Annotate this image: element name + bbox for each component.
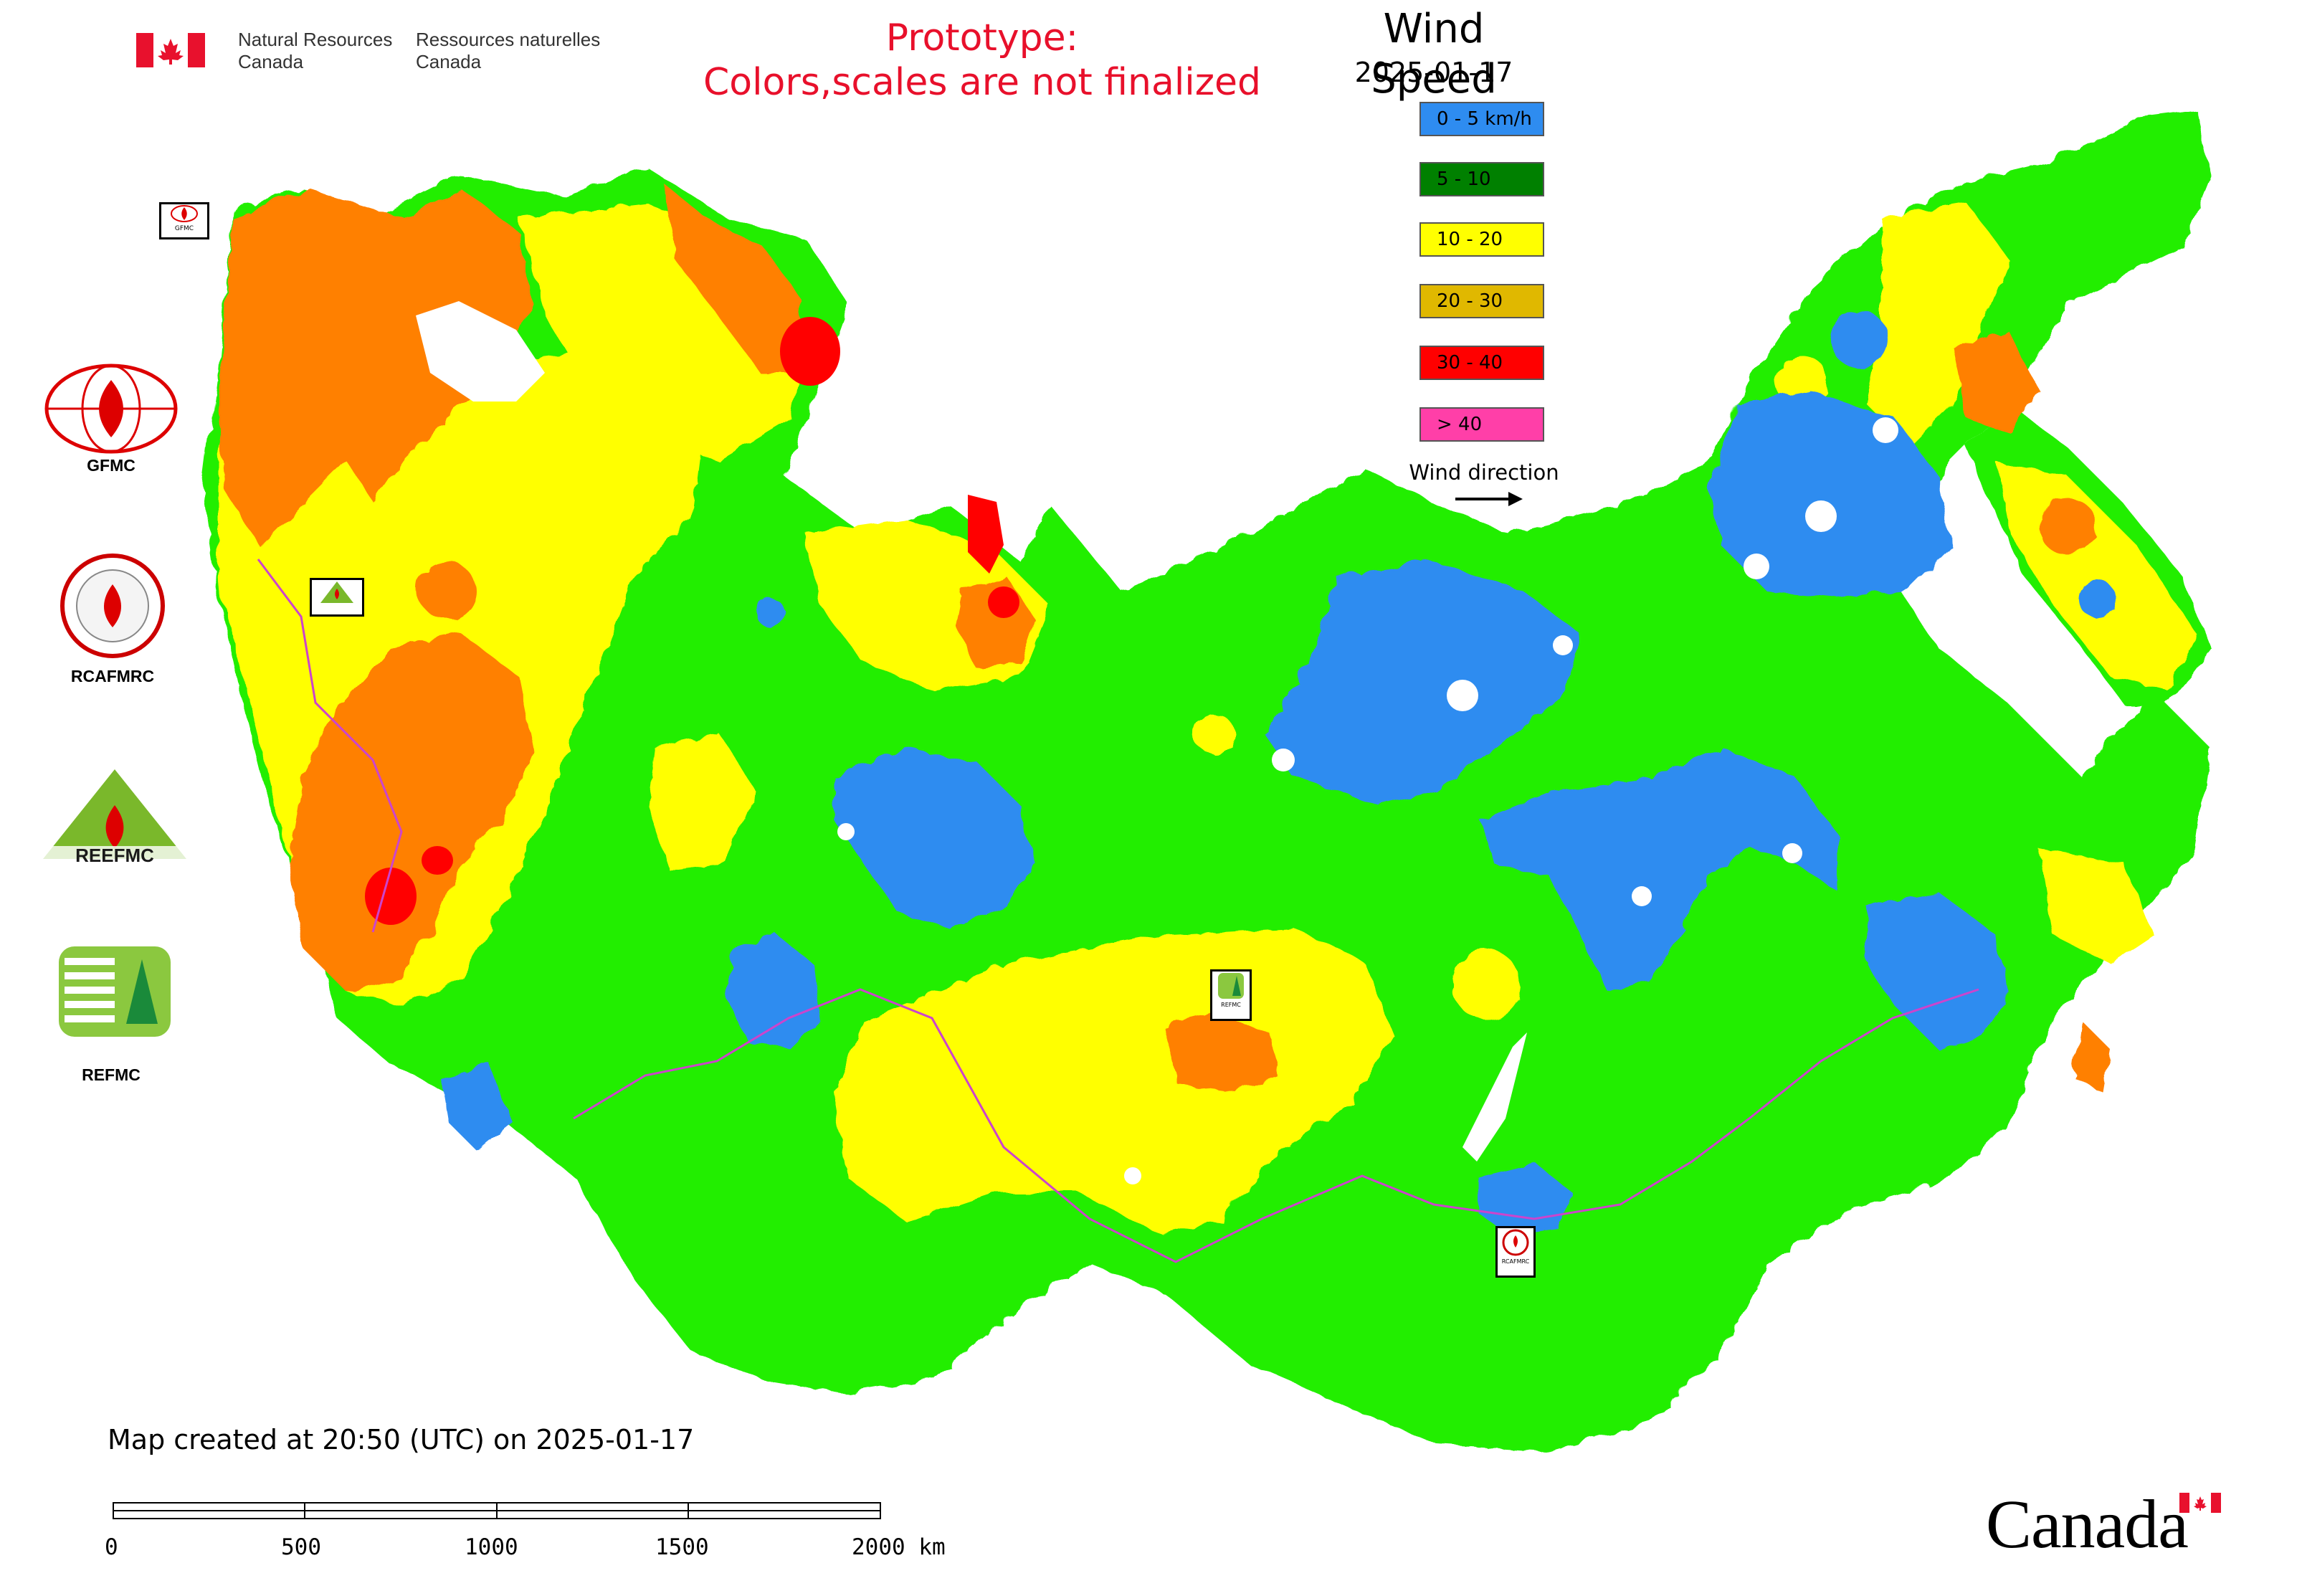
map-marker-rcafmrc[interactable]: RCAFMRC — [1495, 1226, 1536, 1278]
marker-label: RCAFMRC — [1501, 1258, 1530, 1265]
org-label-rcafmrc: RCAFMRC — [70, 667, 155, 685]
reefmc-logo-icon: REEFMC — [36, 769, 194, 866]
map-created-text: Map created at 20:50 (UTC) on 2025-01-17 — [108, 1424, 695, 1455]
wind-direction-label: Wind direction — [1409, 460, 1559, 485]
wind-direction-arrow — [1455, 492, 1523, 506]
zone-20-30 — [215, 179, 2108, 1090]
legend-title: Wind Speed — [1371, 6, 1497, 103]
prototype-line2: Colors,scales are not finalized — [703, 61, 1262, 104]
zone-30-40 — [365, 317, 1019, 925]
scale-tick-1000: 1000 — [465, 1534, 518, 1560]
agency-name-en: Natural Resources Canada — [238, 29, 393, 72]
map-marker-gfmc[interactable]: GFMC — [159, 202, 209, 239]
legend-item-20-30: 20 - 30 — [1419, 284, 1544, 318]
scale-tick-500: 500 — [281, 1534, 321, 1560]
scale-tick-1500: 1500 — [655, 1534, 709, 1560]
legend-item-over-40: > 40 — [1419, 407, 1544, 442]
rcafmrc-marker-icon — [1502, 1229, 1529, 1256]
map-marker-reefmc[interactable] — [310, 578, 364, 617]
org-label-gfmc: GFMC — [87, 456, 135, 475]
svg-text:REEFMC: REEFMC — [75, 845, 154, 866]
legend-label: 20 - 30 — [1437, 290, 1503, 312]
scale-tick-0: 0 — [105, 1534, 118, 1560]
legend-date: 2025-01-17 — [1354, 57, 1513, 88]
canada-wordmark: Canada — [1986, 1486, 2189, 1562]
reefmc-marker-icon — [320, 581, 353, 603]
legend-label: 5 - 10 — [1437, 168, 1491, 190]
org-label-refmc: REFMC — [82, 1065, 141, 1084]
legend-item-10-20: 10 - 20 — [1419, 222, 1544, 257]
gfmc-marker-icon — [171, 205, 198, 222]
agency-name-fr: Ressources naturelles Canada — [416, 29, 601, 72]
legend-item-5-10: 5 - 10 — [1419, 162, 1544, 196]
refmc-marker-icon — [1218, 973, 1244, 999]
scale-bar — [113, 1502, 881, 1519]
legend-label: > 40 — [1437, 414, 1483, 435]
legend-item-0-5: 0 - 5 km/h — [1419, 102, 1544, 136]
marker-label: GFMC — [174, 225, 194, 232]
gfmc-logo-icon — [44, 364, 178, 454]
canada-flag-icon — [136, 33, 205, 67]
borders — [257, 559, 1979, 1263]
legend-label: 10 - 20 — [1437, 229, 1503, 250]
prototype-notice: Prototype: Colors,scales are not finaliz… — [588, 16, 1376, 105]
refmc-logo-icon — [59, 946, 171, 1037]
lakes — [416, 301, 1898, 1184]
map-marker-refmc[interactable]: REFMC — [1210, 969, 1252, 1021]
zone-0-5 — [437, 308, 2112, 1233]
legend-label: 30 - 40 — [1437, 352, 1503, 374]
prototype-line1: Prototype: — [885, 16, 1079, 60]
scale-tick-2000: 2000 km — [852, 1534, 946, 1560]
legend-item-30-40: 30 - 40 — [1419, 346, 1544, 380]
rcafmrc-logo-icon — [60, 554, 165, 658]
wordmark-flag-icon — [2179, 1493, 2221, 1513]
marker-label: REFMC — [1221, 1002, 1241, 1008]
legend-label: 0 - 5 km/h — [1437, 108, 1532, 130]
